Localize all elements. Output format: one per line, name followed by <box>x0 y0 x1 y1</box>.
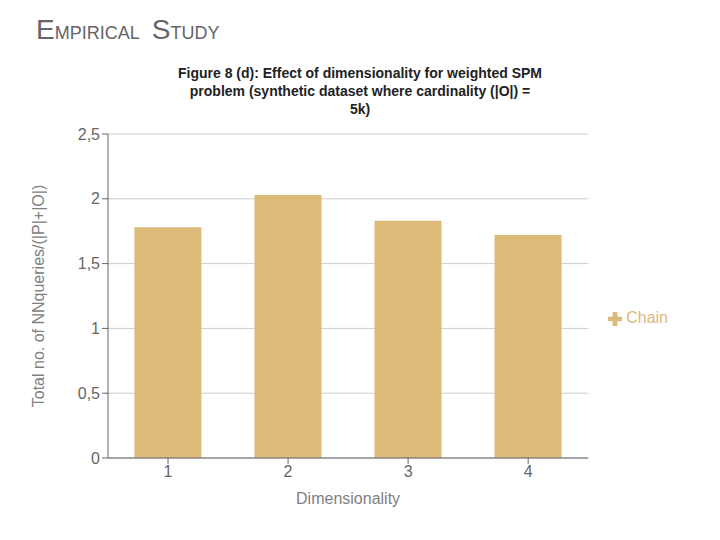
html-text:problem (synthetic dataset whe: problem (synthetic dataset where cardina… <box>189 83 531 99</box>
html-text:5k): 5k) <box>349 101 371 117</box>
svg-text:4: 4 <box>524 463 533 480</box>
svg-text:Total no. of NNqueries/(|P|+|O: Total no. of NNqueries/(|P|+|O|) <box>30 185 47 408</box>
html-text:EMPIRICAL: EMPIRICAL <box>36 14 140 45</box>
svg-text:0,5: 0,5 <box>78 385 100 402</box>
svg-text:2: 2 <box>284 463 293 480</box>
svg-text:3: 3 <box>404 463 413 480</box>
html-text:STUDY: STUDY <box>151 14 220 45</box>
svg-text:1: 1 <box>91 320 100 337</box>
html-text:Chain: Chain <box>626 309 668 326</box>
svg-text:2,5: 2,5 <box>78 126 100 143</box>
svg-text:1: 1 <box>164 463 173 480</box>
svg-text:Dimensionality: Dimensionality <box>296 490 400 507</box>
html-text:Figure 8 (d): Effect of dimens: Figure 8 (d): Effect of dimensionality f… <box>178 65 542 81</box>
svg-text:1,5: 1,5 <box>78 255 100 272</box>
svg-text:2: 2 <box>91 190 100 207</box>
svg-text:0: 0 <box>91 450 100 467</box>
